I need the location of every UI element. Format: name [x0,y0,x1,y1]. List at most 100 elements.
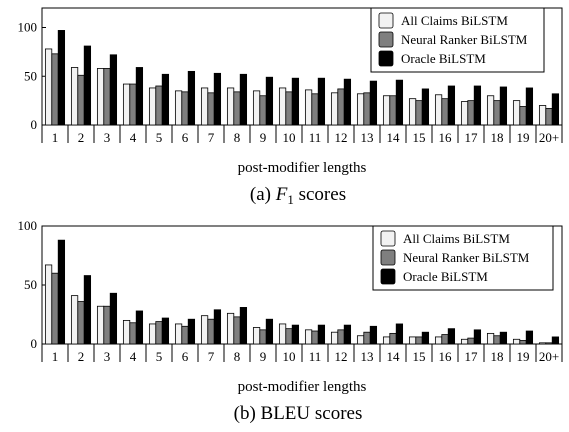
x-tick-label: 13 [361,349,374,364]
bar-oracle-bilstm [343,324,352,345]
legend-swatch [380,230,396,247]
x-tick-label: 3 [104,349,111,364]
bar-oracle-bilstm [57,30,66,126]
bar-neural-ranker-bilstm [441,334,449,345]
bar-oracle-bilstm [473,329,482,345]
bar-neural-ranker-bilstm [519,340,527,345]
x-tick-label: 4 [130,349,137,364]
x-tick-label: 12 [335,349,348,364]
x-tick-label: 14 [387,349,401,364]
x-tick-label: 4 [130,130,137,145]
bar-oracle-bilstm [265,318,274,345]
bar-neural-ranker-bilstm [285,328,293,345]
legend-swatch [378,12,394,29]
bar-oracle-bilstm [213,309,222,345]
bar-neural-ranker-bilstm [77,301,85,345]
bar-neural-ranker-bilstm [233,91,241,126]
bar-neural-ranker-bilstm [51,53,59,126]
bar-all-claims-bilstm [96,68,105,126]
x-tick-label: 3 [104,130,111,145]
bar-oracle-bilstm [187,70,196,126]
bar-neural-ranker-bilstm [493,335,501,345]
x-tick-label: 1 [52,130,59,145]
y-tick-label: 100 [18,218,38,233]
x-tick-label: 10 [283,349,296,364]
bar-neural-ranker-bilstm [181,325,189,345]
x-tick-label: 15 [413,349,426,364]
bar-all-claims-bilstm [486,332,495,345]
x-tick-label: 18 [491,130,504,145]
bar-all-claims-bilstm [174,90,183,126]
x-tick-label: 6 [182,349,189,364]
bar-all-claims-bilstm [96,305,105,345]
bar-all-claims-bilstm [70,295,79,345]
bar-neural-ranker-bilstm [207,318,215,345]
bar-all-claims-bilstm [44,264,53,345]
bar-oracle-bilstm [109,292,118,345]
legend-swatch [380,249,396,266]
legend-swatch [378,50,394,67]
bar-all-claims-bilstm [226,312,235,345]
bar-all-claims-bilstm [460,338,469,345]
x-tick-label: 7 [208,349,215,364]
x-tick-label: 14 [387,130,401,145]
bar-neural-ranker-bilstm [337,88,345,126]
x-tick-label: 9 [260,130,267,145]
y-tick-label: 100 [18,20,38,35]
bar-neural-ranker-bilstm [441,98,449,126]
bar-neural-ranker-bilstm [467,337,475,345]
bar-neural-ranker-bilstm [155,321,163,345]
bar-neural-ranker-bilstm [129,322,137,345]
bar-all-claims-bilstm [278,87,287,126]
bar-all-claims-bilstm [538,105,547,126]
bar-neural-ranker-bilstm [259,95,267,126]
bar-all-claims-bilstm [330,92,339,126]
y-tick-label: 0 [31,336,38,351]
legend-label: Neural Ranker BiLSTM [401,32,528,47]
x-tick-label: 20+ [539,130,559,145]
bar-all-claims-bilstm [200,87,209,126]
legend-label: Neural Ranker BiLSTM [403,250,530,265]
bar-oracle-bilstm [57,239,66,345]
bar-oracle-bilstm [551,336,560,345]
y-tick-label: 50 [24,277,37,292]
bar-neural-ranker-bilstm [51,272,59,345]
bar-oracle-bilstm [421,88,430,126]
bar-oracle-bilstm [135,67,144,126]
x-tick-label: 20+ [539,349,559,364]
bar-all-claims-bilstm [122,319,131,345]
x-axis-label: post-modifier lengths [238,379,367,395]
chart-caption: (b) BLEU scores [234,403,363,424]
bar-oracle-bilstm [499,86,508,126]
bar-all-claims-bilstm [70,67,79,126]
bar-neural-ranker-bilstm [181,91,189,126]
bar-oracle-bilstm [551,93,560,126]
x-tick-label: 11 [309,130,322,145]
x-tick-label: 18 [491,349,504,364]
x-tick-label: 13 [361,130,374,145]
bar-oracle-bilstm [83,275,92,345]
x-tick-label: 2 [78,130,85,145]
legend-swatch [380,268,396,285]
bar-neural-ranker-bilstm [233,316,241,345]
bar-oracle-bilstm [135,310,144,345]
bar-neural-ranker-bilstm [545,342,553,345]
legend-box [372,225,554,291]
bar-oracle-bilstm [291,324,300,345]
bar-all-claims-bilstm [434,94,443,126]
x-tick-label: 9 [260,349,267,364]
bar-all-claims-bilstm [252,327,261,345]
x-tick-label: 19 [517,349,530,364]
legend-label: Oracle BiLSTM [403,269,488,284]
bar-oracle-bilstm [447,328,456,345]
bar-all-claims-bilstm [512,338,521,345]
legend-label: Oracle BiLSTM [401,51,486,66]
bar-oracle-bilstm [317,324,326,345]
bar-all-claims-bilstm [460,101,469,126]
bar-neural-ranker-bilstm [311,330,319,345]
bar-oracle-bilstm [213,72,222,126]
bar-oracle-bilstm [291,77,300,126]
bar-all-claims-bilstm [44,48,53,126]
